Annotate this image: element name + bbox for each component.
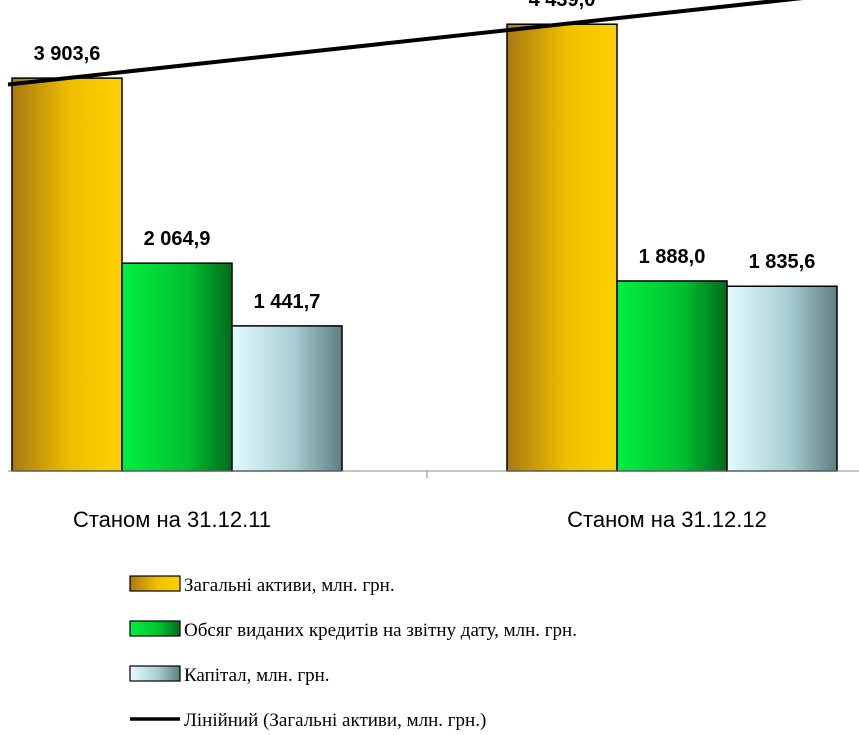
data-label: 2 064,9 xyxy=(144,228,211,250)
data-label: 4 439,0 xyxy=(529,0,596,11)
trendline xyxy=(7,0,803,87)
value-labels-layer: 3 903,6 2 064,9 1 441,7 4 439,0 1 888,0 1 835… xyxy=(34,0,816,313)
category-labels-layer: Станом на 31.12.11 Станом на 31.12.12 xyxy=(73,507,767,532)
bar-0-0 xyxy=(11,77,123,472)
bar-1-1 xyxy=(616,280,728,472)
data-label: 3 903,6 xyxy=(34,43,101,65)
bar-1-0 xyxy=(121,262,233,472)
legend-label: Обсяг виданих кредитів на звітну дату, м… xyxy=(184,620,577,641)
data-label: 1 441,7 xyxy=(254,291,321,313)
legend-label: Лінійний (Загальні активи, млн. грн.) xyxy=(184,710,486,731)
legend-swatch xyxy=(129,665,181,682)
bar-0-1 xyxy=(506,23,618,472)
legend-swatch xyxy=(129,575,181,592)
category-label: Станом на 31.12.12 xyxy=(567,507,767,532)
bar-2-0 xyxy=(231,325,343,472)
trendline-layer xyxy=(7,0,803,87)
category-label: Станом на 31.12.11 xyxy=(73,507,271,532)
legend-swatch xyxy=(129,620,181,637)
bar-2-1 xyxy=(726,285,838,472)
legend-label: Капітал, млн. грн. xyxy=(184,665,330,686)
legend: Загальні активи, млн. грн. Обсяг виданих … xyxy=(129,575,577,731)
data-label: 1 888,0 xyxy=(639,246,706,268)
bars-layer xyxy=(11,23,838,472)
legend-label: Загальні активи, млн. грн. xyxy=(184,575,395,596)
data-label: 1 835,6 xyxy=(749,251,816,273)
